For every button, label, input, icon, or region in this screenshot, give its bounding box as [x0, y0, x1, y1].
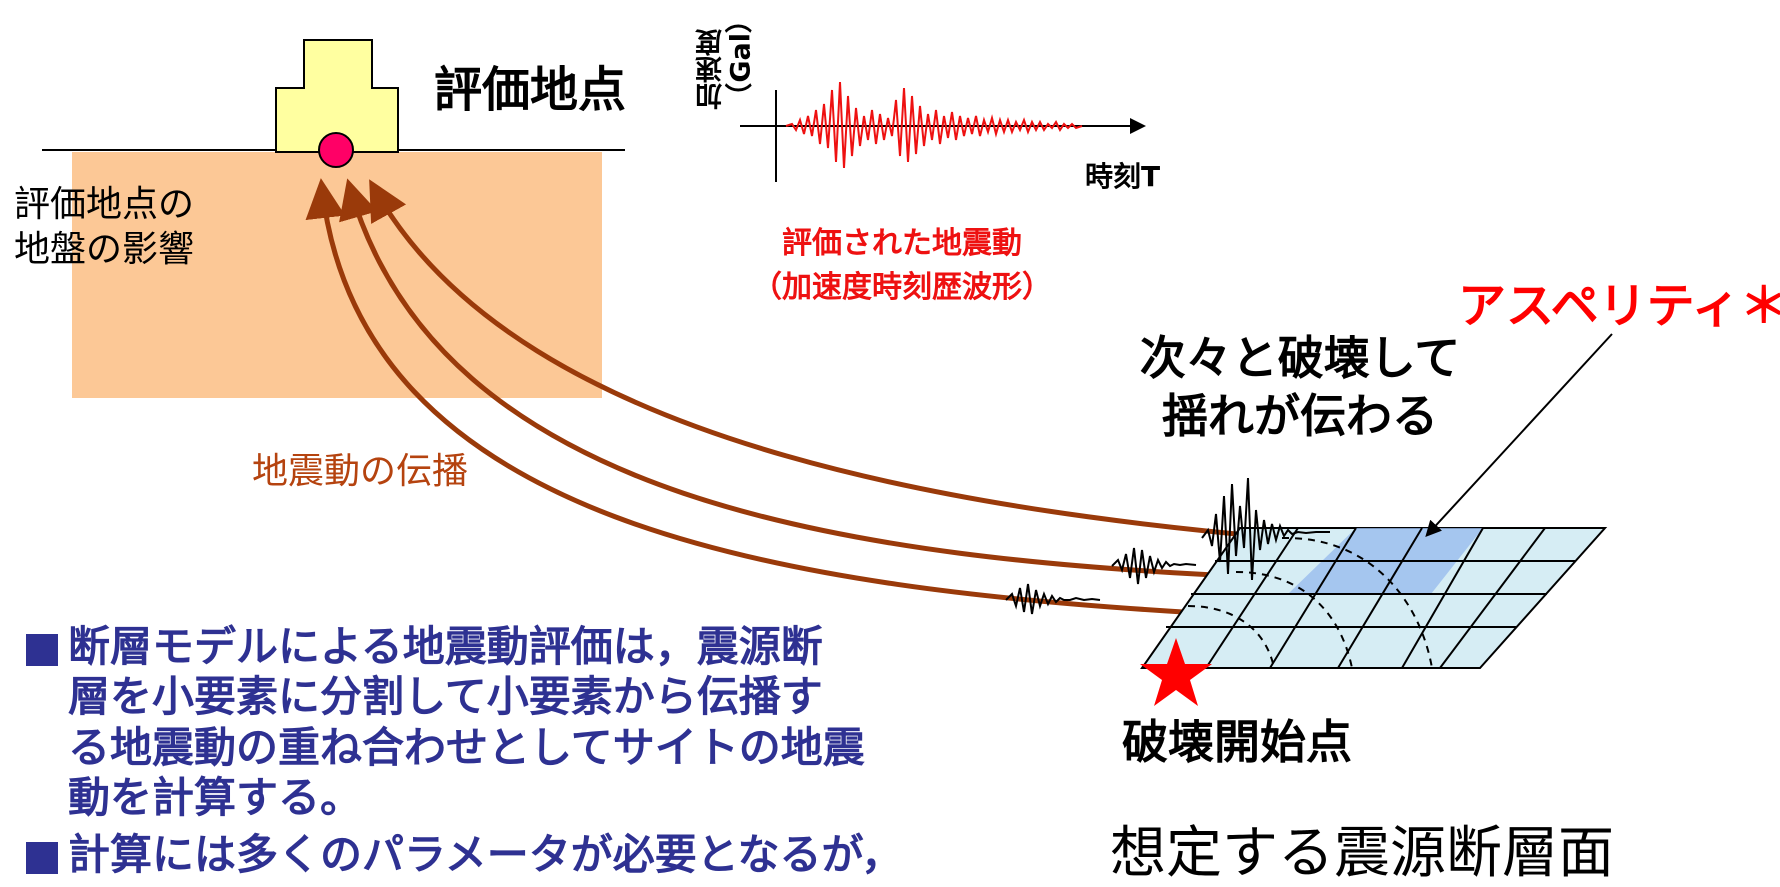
rupture-start-label: 破壊開始点: [1122, 715, 1352, 769]
bullet-list: 断層モデルによる地震動評価は，震源断 層を小要素に分割して小要素から伝播す る地…: [22, 622, 922, 886]
propagation-label: 地震動の伝播: [252, 451, 469, 492]
propagation-arrow: [339, 178, 1279, 581]
bullet-line: る地震動の重ね合わせとしてサイトの地震: [68, 722, 865, 772]
bullet-line: 動を計算する。: [68, 773, 363, 823]
successive-rupture-label: 次々と破壊して 揺れが伝わる: [1100, 330, 1500, 445]
rupture-front: [1187, 605, 1275, 669]
element-waveform: [1201, 477, 1330, 581]
fault-grid-line: [1337, 527, 1423, 669]
acceleration-axis-label: 加速度 （Gal）: [696, 6, 757, 110]
time-axis-label: 時刻T: [1085, 160, 1161, 193]
building-icon: [275, 39, 399, 153]
bullet-line: 計算には多くのパラメータが必要となるが，: [68, 829, 903, 879]
square-bullet-icon: [26, 634, 58, 666]
evaluated-motion-caption: 評価された地震動 （加速度時刻歴波形）: [752, 222, 1052, 309]
element-waveform: [1111, 547, 1197, 585]
propagation-arrow: [369, 179, 1413, 551]
fault-grid-line: [1205, 527, 1299, 669]
fault-grid-line: [1401, 527, 1484, 669]
bullet-line: 層を小要素に分割して小要素から伝播す: [68, 672, 823, 722]
evaluated-motion-line: 評価された地震動: [782, 226, 1022, 261]
hypocenter-star-icon: [1140, 638, 1212, 706]
acceleration-axis-line: （Gal）: [725, 6, 757, 110]
rupture-front: [1235, 571, 1353, 669]
successive-rupture-line: 揺れが伝わる: [1162, 388, 1438, 443]
bullet-line: 断層モデルによる地震動評価は，震源断: [68, 622, 823, 671]
site-ground-effect-line: 地盤の影響: [14, 229, 195, 270]
fault-plane-label: 想定する震源断層面: [1110, 821, 1614, 886]
accelerogram-waveform: [785, 81, 1083, 169]
evaluated-motion-line: （加速度時刻歴波形）: [752, 269, 1052, 305]
successive-rupture-line: 次々と破壊して: [1139, 331, 1461, 385]
bullet-item: 断層モデルによる地震動評価は，震源断 層を小要素に分割して小要素から伝播す る地…: [22, 622, 922, 824]
rupture-front: [1281, 536, 1433, 669]
asperity-label: アスペリティ＊: [1458, 278, 1780, 334]
acceleration-axis-line: 加速度: [696, 28, 727, 110]
site-ground-effect-label: 評価地点の 地盤の影響: [14, 182, 194, 272]
element-waveform: [1005, 583, 1101, 615]
square-bullet-icon: [26, 841, 58, 874]
evaluation-site-label: 評価地点: [434, 62, 627, 118]
bullet-item: 計算には多くのパラメータが必要となるが，: [22, 830, 922, 880]
site-marker: [318, 132, 354, 168]
fault-grid-line: [1439, 527, 1546, 669]
site-ground-effect-line: 評価地点の: [14, 184, 195, 225]
asperity-pointer: [1425, 333, 1613, 537]
fault-plane: [1140, 527, 1608, 669]
